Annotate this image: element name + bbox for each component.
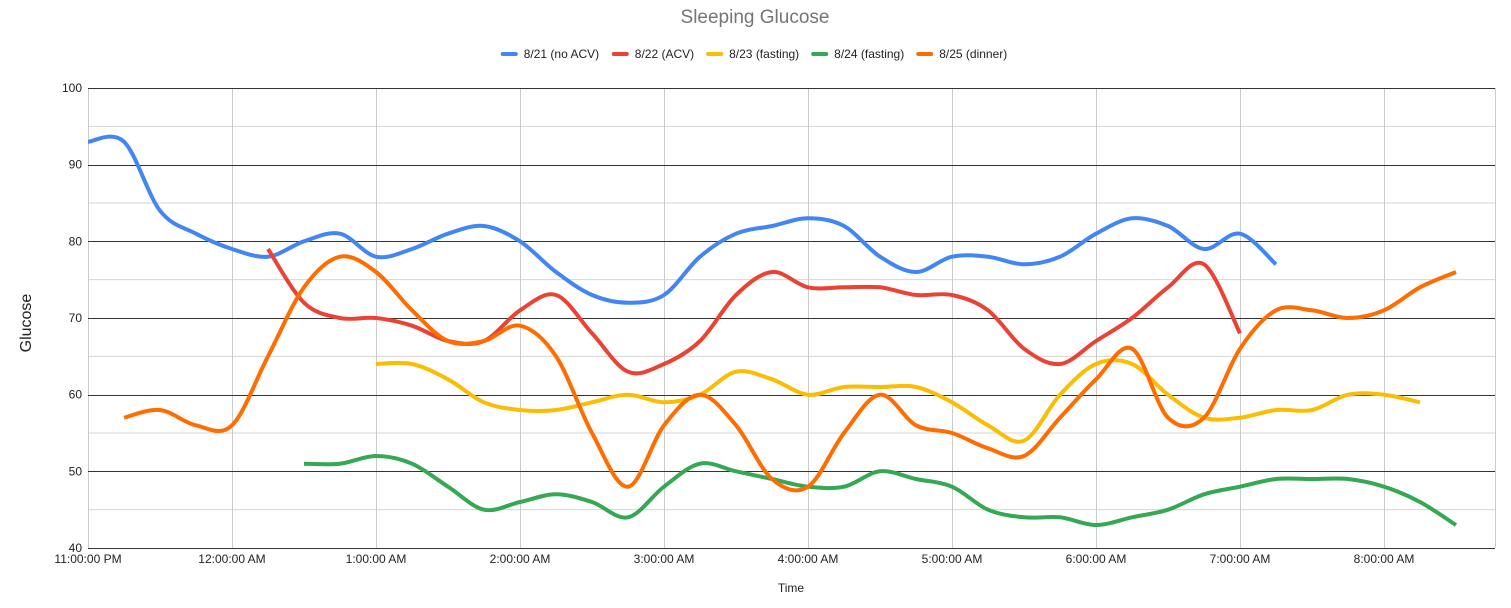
legend-item-8-23-fasting[interactable]: 8/23 (fasting): [706, 47, 799, 61]
y-tick-label: 80: [69, 234, 83, 248]
x-tick-label: 5:00:00 AM: [922, 552, 983, 566]
legend-label: 8/24 (fasting): [834, 47, 904, 61]
legend-item-8-21-no-acv[interactable]: 8/21 (no ACV): [500, 47, 599, 61]
y-axis-ticks: 40 50 60 70 80 90 100: [62, 81, 82, 555]
y-axis-title: Glucose: [18, 294, 35, 353]
legend-label: 8/25 (dinner): [939, 47, 1007, 61]
series-lines: [87, 134, 1458, 527]
legend-item-8-25-dinner[interactable]: 8/25 (dinner): [916, 47, 1007, 61]
x-tick-label: 8:00:00 AM: [1354, 552, 1415, 566]
x-tick-label: 11:00:00 PM: [54, 552, 121, 566]
series-line-8-21-no-acv: [87, 134, 1278, 305]
legend-label: 8/22 (ACV): [635, 47, 694, 61]
series-line-8-24-fasting: [303, 454, 1458, 527]
legend: 8/21 (no ACV) 8/22 (ACV) 8/23 (fasting) 8/2…: [500, 47, 1007, 61]
y-tick-label: 100: [62, 81, 82, 95]
x-tick-label: 4:00:00 AM: [778, 552, 839, 566]
x-tick-label: 3:00:00 AM: [634, 552, 695, 566]
gridlines: [88, 88, 1496, 549]
legend-item-8-22-acv[interactable]: 8/22 (ACV): [611, 47, 694, 61]
y-tick-label: 60: [69, 388, 83, 402]
y-tick-label: 40: [69, 541, 83, 555]
x-tick-label: 1:00:00 AM: [346, 552, 407, 566]
x-axis-ticks: 11:00:00 PM 12:00:00 AM 1:00:00 AM 2:00:00 …: [54, 552, 1414, 566]
legend-label: 8/23 (fasting): [729, 47, 799, 61]
series-line-8-23-fasting: [375, 358, 1421, 444]
series-line-8-22-acv: [266, 247, 1242, 376]
y-tick-label: 90: [69, 158, 83, 172]
legend-item-8-24-fasting[interactable]: 8/24 (fasting): [811, 47, 904, 61]
y-tick-label: 70: [69, 311, 83, 325]
series-line-8-25-dinner: [123, 254, 1457, 493]
legend-label: 8/21 (no ACV): [524, 47, 599, 61]
x-tick-label: 7:00:00 AM: [1210, 552, 1271, 566]
x-tick-label: 6:00:00 AM: [1066, 552, 1127, 566]
chart-title: Sleeping Glucose: [681, 7, 830, 28]
x-axis-title: Time: [778, 581, 805, 595]
x-tick-label: 2:00:00 AM: [490, 552, 551, 566]
x-tick-label: 12:00:00 AM: [198, 552, 265, 566]
y-tick-label: 50: [69, 464, 83, 478]
